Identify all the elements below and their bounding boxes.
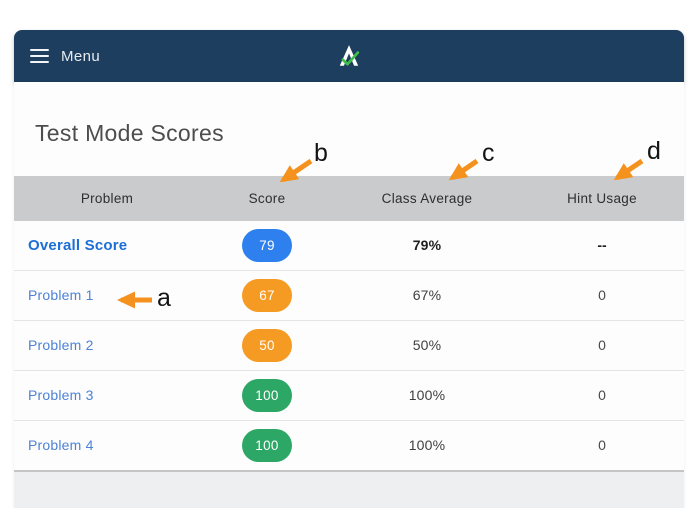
table-row: Problem 2 50 50% 0	[14, 321, 684, 371]
scores-table: Problem Score Class Average Hint Usage O…	[14, 176, 684, 471]
class-average-value: 100%	[408, 436, 446, 453]
problem-link[interactable]: Overall Score	[28, 236, 128, 254]
score-badge: 79	[242, 229, 292, 262]
class-average-value: 50%	[412, 336, 442, 353]
table-header-row: Problem Score Class Average Hint Usage	[14, 176, 684, 221]
class-average-value: 79%	[412, 236, 442, 253]
score-badge: 50	[242, 329, 292, 362]
table-row: Overall Score 79 79% --	[14, 221, 684, 271]
footer-strip	[14, 470, 684, 508]
app-logo-icon	[336, 43, 362, 69]
class-average-value: 67%	[412, 286, 442, 303]
hamburger-icon	[30, 48, 49, 64]
menu-button[interactable]: Menu	[30, 48, 100, 65]
table-row: Problem 4 100 100% 0	[14, 421, 684, 471]
score-badge: 67	[242, 279, 292, 312]
table-row: Problem 3 100 100% 0	[14, 371, 684, 421]
table-row: Problem 1 67 67% 0	[14, 271, 684, 321]
problem-link[interactable]: Problem 4	[28, 436, 94, 453]
class-average-value: 100%	[408, 386, 446, 403]
menu-label: Menu	[61, 47, 101, 65]
score-badge: 100	[242, 429, 292, 462]
column-header-score: Score	[248, 191, 286, 206]
page-title: Test Mode Scores	[35, 120, 224, 146]
score-badge: 100	[242, 379, 292, 412]
hint-usage-value: 0	[598, 336, 606, 353]
hint-usage-value: 0	[598, 286, 606, 303]
column-header-problem: Problem	[80, 191, 134, 206]
table-body: Overall Score 79 79% -- Problem 1 67 67%	[14, 221, 684, 471]
hint-usage-value: 0	[598, 436, 606, 453]
hint-usage-value: 0	[598, 386, 606, 403]
column-header-hint-usage: Hint Usage	[567, 191, 637, 206]
top-nav-bar: Menu	[14, 30, 684, 82]
main-content: Test Mode Scores Problem Score Class Ave…	[14, 82, 684, 508]
problem-link[interactable]: Problem 2	[28, 336, 94, 353]
hint-usage-value: --	[597, 236, 607, 253]
problem-link[interactable]: Problem 3	[28, 386, 94, 403]
problem-link[interactable]: Problem 1	[28, 286, 94, 303]
column-header-class-average: Class Average	[381, 191, 473, 206]
